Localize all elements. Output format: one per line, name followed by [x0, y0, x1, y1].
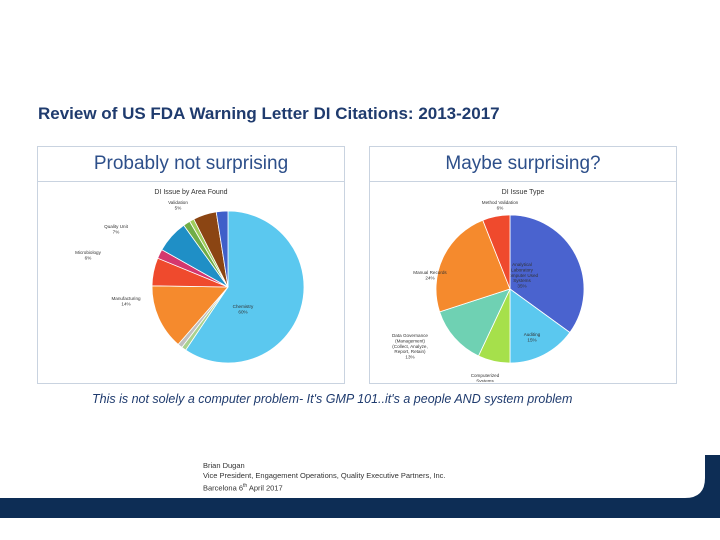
slide-subtitle: This is not solely a computer problem- I…: [92, 392, 573, 406]
location-prefix: Barcelona 6: [203, 483, 244, 493]
pie-slice: [509, 214, 585, 334]
slice-label: Quality Unit 7%: [104, 224, 128, 234]
chart-title: DI Issue Type: [502, 189, 545, 196]
presenter-footer: Brian Dugan Vice President, Engagement O…: [203, 461, 446, 494]
slice-label: Method Validation 6%: [482, 200, 519, 210]
pie-slice: [215, 210, 229, 288]
right-chart-panel: Maybe surprising? DI Issue Type Analytic…: [369, 146, 677, 384]
slice-label: Manual Records 24%: [413, 270, 447, 280]
slice-label: Analytical Laboratory Computer Used Systems…: [506, 262, 539, 289]
issue-type-pie-chart: DI Issue Type Analytical Laboratory Comput…: [392, 189, 585, 382]
presenter-role: Vice President, Engagement Operations, Q…: [203, 471, 446, 480]
slide-title: Review of US FDA Warning Letter DI Citat…: [38, 104, 500, 123]
slice-label: Data Governance (Management) (Collect, Ana…: [392, 333, 428, 360]
presenter-name: Brian Dugan: [203, 461, 245, 470]
bottom-brand-band: [0, 498, 720, 518]
pie-slice: [185, 210, 305, 364]
left-panel-heading: Probably not surprising: [38, 147, 344, 182]
slice-label: Microbiology 6%: [75, 250, 101, 260]
slice-label: Validation 5%: [168, 200, 188, 210]
chart-title: DI Issue by Area Found: [154, 189, 227, 196]
slice-label: Chemistry 60%: [233, 304, 254, 314]
right-panel-heading: Maybe surprising?: [370, 147, 676, 182]
slice-label: ComputerizedSystems7%: [471, 373, 500, 382]
pie-slice: [439, 288, 511, 357]
area-found-pie-chart: DI Issue by Area Found Chemistry 60% Manuf…: [75, 189, 305, 364]
left-chart-panel: Probably not surprising DI Issue by Area…: [37, 146, 345, 384]
presentation-location: Barcelona 6th April 2017: [203, 481, 446, 494]
location-suffix: April 2017: [247, 483, 283, 493]
slice-label: Auditing 15%: [524, 332, 541, 342]
pie-slice: [482, 214, 511, 290]
swoosh-shape: [630, 455, 720, 518]
slice-label: Manufacturing 14%: [111, 296, 141, 306]
location-sup: th: [243, 483, 248, 489]
corner-swoosh-graphic: [630, 455, 720, 518]
pie-slice: [509, 288, 571, 364]
pie-slice: [151, 285, 229, 345]
